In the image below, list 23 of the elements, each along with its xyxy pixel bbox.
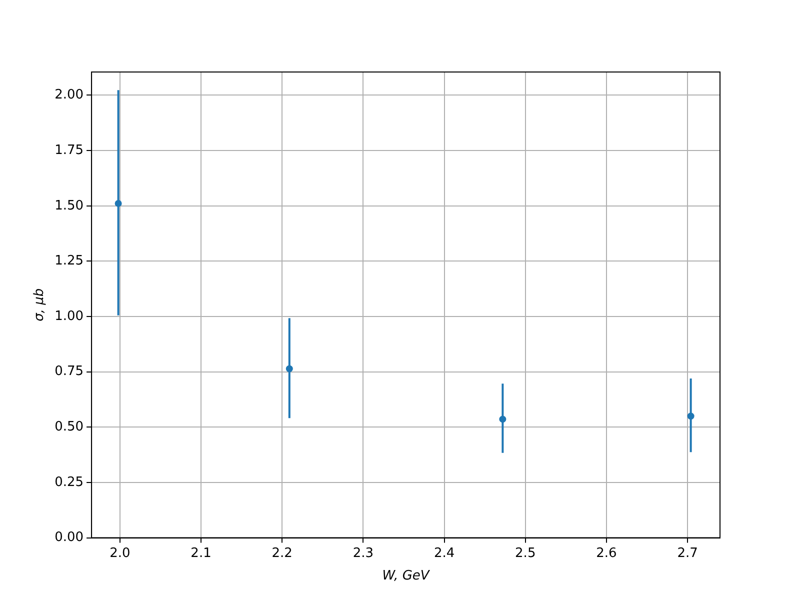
y-tick-label: 0.00 (54, 530, 84, 546)
y-tick-label: 1.00 (54, 308, 84, 324)
y-tick-label: 1.75 (54, 142, 84, 158)
x-tick-label: 2.3 (352, 546, 374, 561)
y-tick-label: 0.75 (54, 364, 84, 380)
x-tick-label: 2.7 (677, 546, 698, 561)
y-tick-label: 1.50 (54, 198, 84, 214)
y-tick-label: 2.00 (54, 88, 84, 103)
y-tick-label: 0.25 (54, 474, 84, 490)
x-tick-label: 2.5 (515, 546, 536, 561)
x-tick-label: 2.2 (272, 546, 292, 561)
point (114, 200, 122, 207)
x-tick-label: 2.4 (434, 546, 455, 561)
y-axis-title: σ, μb (32, 288, 48, 322)
y-tick-label: 0.50 (54, 420, 84, 435)
x-axis-title: W, GeV (382, 568, 430, 584)
x-tick-label: 2.0 (110, 546, 130, 561)
point (499, 416, 506, 423)
point (687, 412, 694, 420)
y-tick-label: 1.25 (54, 254, 84, 269)
point (286, 365, 293, 372)
x-tick-label: 2.1 (190, 546, 212, 561)
x-tick-label: 2.6 (596, 546, 617, 561)
